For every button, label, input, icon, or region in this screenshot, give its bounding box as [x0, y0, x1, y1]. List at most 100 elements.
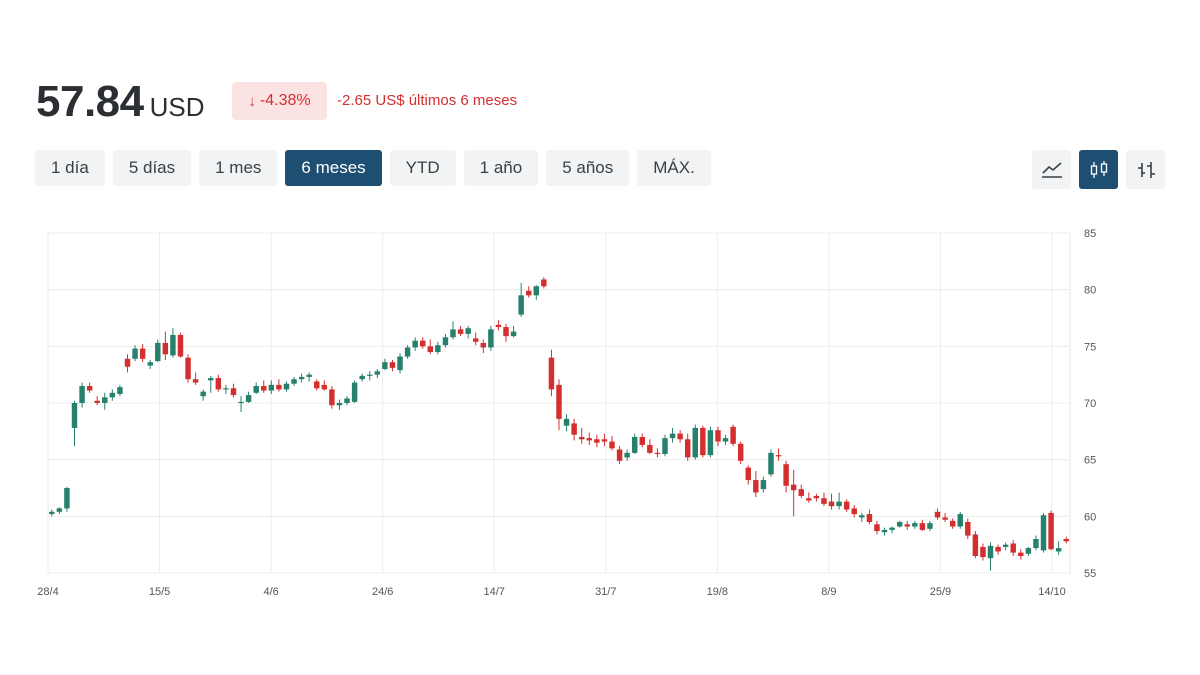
- range-button-6m[interactable]: 6 meses: [285, 150, 382, 186]
- candle-body: [336, 403, 343, 406]
- candle-body: [760, 480, 767, 490]
- chart-type-selector: [1032, 150, 1165, 189]
- x-tick-label: 28/4: [37, 586, 58, 598]
- x-tick-label: 24/6: [372, 586, 393, 598]
- candle-body: [1033, 539, 1039, 549]
- candle-body: [662, 438, 668, 454]
- candle-body: [94, 400, 100, 403]
- range-button-ytd[interactable]: YTD: [389, 150, 456, 186]
- candle-body: [790, 484, 797, 491]
- candle-body: [859, 515, 865, 518]
- candle-body: [533, 286, 540, 296]
- y-tick-label: 75: [1084, 341, 1096, 353]
- candle-body: [473, 338, 479, 342]
- candle-body: [866, 514, 873, 522]
- candle-body: [86, 386, 93, 391]
- currency-label: USD: [149, 92, 205, 122]
- candle-body: [889, 527, 895, 530]
- candle-body: [700, 427, 706, 456]
- x-tick-label: 14/7: [484, 586, 505, 598]
- candle-body: [737, 443, 744, 461]
- candle-body: [624, 452, 630, 458]
- line-chart-icon: [1041, 161, 1062, 178]
- candle-body: [995, 546, 1001, 552]
- ohlc-bars-icon: [1137, 161, 1155, 178]
- candle-body: [79, 386, 85, 403]
- candle-body: [745, 467, 751, 481]
- candle-body: [692, 427, 698, 458]
- candle-body: [1055, 548, 1062, 552]
- candle-body: [669, 433, 676, 439]
- candle-body: [1040, 515, 1047, 551]
- candle-body: [503, 327, 509, 337]
- candle-body: [298, 376, 305, 380]
- candle-body: [972, 534, 979, 556]
- candle-body: [495, 324, 502, 328]
- current-price: 57.84: [36, 77, 144, 126]
- range-button-1m[interactable]: 1 mes: [199, 150, 278, 186]
- candle-body: [707, 430, 714, 456]
- x-tick-label: 15/5: [149, 586, 170, 598]
- ohlc-chart-button[interactable]: [1126, 150, 1165, 189]
- candle-body: [139, 348, 146, 359]
- candle-body: [722, 438, 729, 442]
- y-tick-label: 55: [1084, 568, 1096, 580]
- candle-body: [798, 489, 804, 496]
- candle-body: [389, 362, 396, 368]
- candle-body: [162, 342, 169, 355]
- candle-body: [1048, 512, 1054, 550]
- y-tick-label: 70: [1084, 398, 1096, 410]
- candle-body: [238, 401, 244, 404]
- time-range-selector: 1 día 5 días 1 mes 6 meses YTD 1 año 5 a…: [35, 150, 711, 186]
- candle-body: [518, 295, 524, 315]
- x-tick-label: 8/9: [821, 586, 836, 598]
- candle-body: [836, 501, 842, 507]
- y-tick-label: 65: [1084, 455, 1096, 467]
- range-button-max[interactable]: MÁX.: [637, 150, 711, 186]
- candle-body: [881, 529, 888, 533]
- candle-body: [768, 452, 774, 475]
- y-tick-label: 85: [1084, 228, 1096, 240]
- candle-body: [942, 517, 948, 520]
- candle-body: [109, 392, 116, 398]
- candle-body: [609, 441, 615, 449]
- candle-body: [616, 449, 623, 461]
- candle-body: [450, 329, 456, 338]
- candle-body: [230, 388, 237, 396]
- candle-body: [904, 524, 910, 527]
- candle-body: [268, 384, 275, 391]
- candle-body: [382, 362, 388, 369]
- candle-body: [177, 335, 184, 357]
- range-button-1d[interactable]: 1 día: [35, 150, 105, 186]
- range-button-1y[interactable]: 1 año: [463, 150, 539, 186]
- price-chart[interactable]: 55 60 65 70 75 80 85 28/4 15/5 4/6 24/6 14/7 31/7 19/…: [0, 220, 1200, 610]
- range-button-5y[interactable]: 5 años: [546, 150, 630, 186]
- candle-body: [934, 511, 941, 518]
- candle-body: [806, 498, 812, 501]
- candle-body: [245, 395, 252, 402]
- candle-body: [124, 358, 131, 367]
- candle-body: [843, 501, 850, 510]
- x-tick-label: 19/8: [707, 586, 728, 598]
- candle-body: [919, 523, 926, 530]
- candle-body: [949, 520, 956, 527]
- candle-body: [351, 382, 358, 402]
- line-chart-button[interactable]: [1032, 150, 1071, 189]
- change-amount-text: -2.65 US$ últimos 6 meses: [337, 92, 518, 109]
- x-tick-label: 31/7: [595, 586, 616, 598]
- candle-body: [594, 439, 600, 443]
- candle-body: [1010, 543, 1016, 553]
- change-percent-badge: ↓ -4.38%: [232, 82, 327, 120]
- candle-body: [185, 357, 191, 380]
- candle-body: [49, 511, 55, 515]
- candle-body: [647, 444, 653, 453]
- candle-body: [1025, 548, 1032, 554]
- candle-body: [684, 439, 691, 458]
- candlestick-chart-button[interactable]: [1079, 150, 1118, 189]
- candle-body: [1018, 552, 1024, 556]
- candle-body: [525, 290, 532, 296]
- candle-body: [344, 398, 350, 403]
- candle-body: [132, 348, 138, 359]
- range-button-5d[interactable]: 5 días: [112, 150, 192, 186]
- candle-body: [367, 374, 373, 376]
